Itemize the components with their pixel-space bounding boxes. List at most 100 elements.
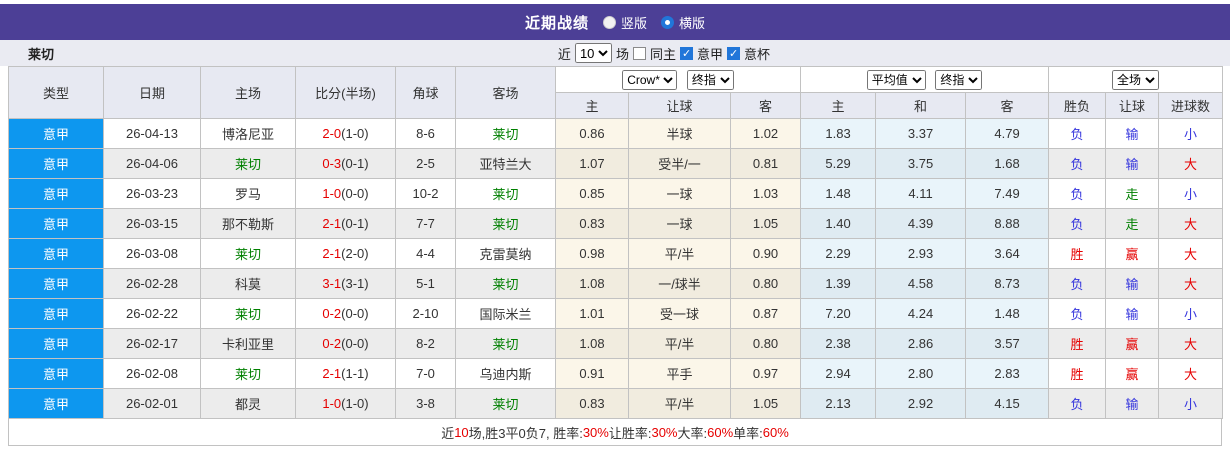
- away-team-cell: 国际米兰: [455, 298, 556, 329]
- corners-cell: 2-5: [395, 148, 456, 179]
- away-odds-cell: 0.97: [729, 358, 802, 389]
- vertical-radio-label[interactable]: 竖版: [620, 15, 647, 31]
- summary-record: 场,胜3平0负7, 胜率:: [468, 425, 583, 441]
- home-team-cell: 莱切: [200, 238, 296, 269]
- corners-cell: 8-2: [395, 328, 456, 359]
- home-team-cell: 科莫: [200, 268, 296, 299]
- avg-away-cell: 4.15: [965, 388, 1050, 419]
- table-row: 意甲 26-02-08 莱切 2-1(1-1) 7-0 乌迪内斯 0.91 平手…: [8, 358, 1224, 389]
- horizontal-layout-option[interactable]: 横版: [661, 13, 705, 32]
- table-row: 意甲 26-04-06 莱切 0-3(0-1) 2-5 亚特兰大 1.07 受半…: [8, 148, 1224, 179]
- table-row: 意甲 26-03-23 罗马 1-0(0-0) 10-2 莱切 0.85 一球 …: [8, 178, 1224, 209]
- handicap-cell: 平/半: [628, 238, 731, 269]
- league-cell: 意甲: [8, 328, 104, 359]
- avg-draw-cell: 2.92: [875, 388, 967, 419]
- matches-label: 场: [615, 46, 629, 62]
- handicap-cell: 一球: [628, 178, 731, 209]
- col-header-type: 类型: [8, 66, 104, 119]
- scope-select-group: 全场: [1048, 66, 1224, 93]
- league-cell: 意甲: [8, 298, 104, 329]
- horizontal-radio-icon[interactable]: [661, 15, 674, 29]
- result-cell: 胜: [1048, 238, 1107, 269]
- scope-select[interactable]: 全场: [1112, 69, 1160, 90]
- home-odds-cell: 0.98: [555, 238, 629, 269]
- same-home-checkbox[interactable]: [632, 46, 646, 60]
- result-cell: 负: [1048, 298, 1107, 329]
- date-cell: 26-04-13: [103, 118, 201, 149]
- date-cell: 26-02-08: [103, 358, 201, 389]
- home-team-cell: 莱切: [200, 358, 296, 389]
- vertical-layout-option[interactable]: 竖版: [602, 13, 647, 32]
- results-table: 类型 日期 主场 比分(半场) 角球 客场 Crow* 终指 平均值 终指 全场…: [8, 66, 1224, 419]
- handicap-cell: 一球: [628, 208, 731, 239]
- home-odds-cell: 1.08: [555, 268, 629, 299]
- table-row: 意甲 26-03-08 莱切 2-1(2-0) 4-4 克雷莫纳 0.98 平/…: [8, 238, 1224, 269]
- match-count-select[interactable]: 10: [574, 43, 612, 63]
- odds-select-group: Crow* 终指: [554, 66, 802, 93]
- result-cell: 负: [1048, 268, 1107, 299]
- handicap-result-cell: 赢: [1105, 328, 1160, 359]
- away-team-cell: 莱切: [455, 118, 556, 149]
- avg-home-cell: 1.48: [800, 178, 877, 209]
- avg-away-cell: 2.83: [965, 358, 1050, 389]
- score-cell: 2-1(2-0): [295, 238, 396, 269]
- same-home-label[interactable]: 同主: [649, 46, 676, 62]
- away-team-cell: 亚特兰大: [455, 148, 556, 179]
- score-cell: 3-1(3-1): [295, 268, 396, 299]
- avg-home-cell: 5.29: [800, 148, 877, 179]
- league-cell: 意甲: [8, 358, 104, 389]
- result-cell: 负: [1048, 388, 1107, 419]
- date-cell: 26-03-08: [103, 238, 201, 269]
- away-team-cell: 莱切: [455, 178, 556, 209]
- score-cell: 1-0(1-0): [295, 388, 396, 419]
- avg-draw-cell: 2.80: [875, 358, 967, 389]
- col-header-goals: 进球数: [1158, 92, 1224, 119]
- bookmaker-select[interactable]: Crow*: [622, 69, 678, 90]
- coppa-italia-label[interactable]: 意杯: [743, 46, 770, 62]
- home-team-cell: 博洛尼亚: [200, 118, 296, 149]
- table-row: 意甲 26-03-15 那不勒斯 2-1(0-1) 7-7 莱切 0.83 一球…: [8, 208, 1224, 239]
- col-header-handicap-result: 让球: [1105, 92, 1160, 119]
- odds-type-select[interactable]: 终指: [686, 69, 734, 90]
- avg-draw-cell: 3.75: [875, 148, 967, 179]
- avg-home-cell: 2.94: [800, 358, 877, 389]
- score-cell: 1-0(0-0): [295, 178, 396, 209]
- team-name: 莱切: [28, 46, 55, 62]
- average-select[interactable]: 平均值: [866, 69, 926, 90]
- win-rate: 30%: [582, 424, 609, 440]
- serie-a-label[interactable]: 意甲: [696, 46, 723, 62]
- average-type-select[interactable]: 终指: [935, 69, 983, 90]
- handicap-win-rate: 30%: [651, 424, 678, 440]
- avg-home-cell: 2.29: [800, 238, 877, 269]
- home-odds-cell: 0.86: [555, 118, 629, 149]
- coppa-italia-checkbox[interactable]: [726, 46, 740, 60]
- filter-bar: 莱切 近 10 场 同主 意甲 意杯: [0, 40, 1230, 66]
- table-row: 意甲 26-04-13 博洛尼亚 2-0(1-0) 8-6 莱切 0.86 半球…: [8, 118, 1224, 149]
- avg-away-cell: 3.64: [965, 238, 1050, 269]
- avg-home-cell: 7.20: [800, 298, 877, 329]
- league-cell: 意甲: [8, 388, 104, 419]
- handicap-cell: 半球: [628, 118, 731, 149]
- over-rate-label: 大率:: [677, 425, 708, 441]
- serie-a-checkbox[interactable]: [679, 46, 693, 60]
- away-odds-cell: 0.81: [729, 148, 802, 179]
- goals-cell: 小: [1158, 298, 1224, 329]
- handicap-cell: 受半/一: [628, 148, 731, 179]
- avg-home-cell: 2.38: [800, 328, 877, 359]
- score-cell: 2-1(0-1): [295, 208, 396, 239]
- handicap-result-cell: 输: [1105, 298, 1160, 329]
- summary-stats: 近 10 场,胜3平0负7, 胜率: 30% 让胜率: 30% 大率: 60% 单率: 60…: [8, 419, 1222, 446]
- handicap-cell: 受一球: [628, 298, 731, 329]
- score-cell: 2-0(1-0): [295, 118, 396, 149]
- goals-cell: 大: [1158, 148, 1224, 179]
- away-odds-cell: 1.02: [729, 118, 802, 149]
- corners-cell: 7-7: [395, 208, 456, 239]
- horizontal-radio-label[interactable]: 横版: [679, 15, 706, 31]
- avg-draw-cell: 4.58: [875, 268, 967, 299]
- away-team-cell: 莱切: [455, 328, 556, 359]
- handicap-result-cell: 输: [1105, 118, 1160, 149]
- vertical-radio-icon[interactable]: [602, 15, 616, 29]
- away-team-cell: 克雷莫纳: [455, 238, 556, 269]
- goals-cell: 大: [1158, 268, 1224, 299]
- home-odds-cell: 0.83: [555, 388, 629, 419]
